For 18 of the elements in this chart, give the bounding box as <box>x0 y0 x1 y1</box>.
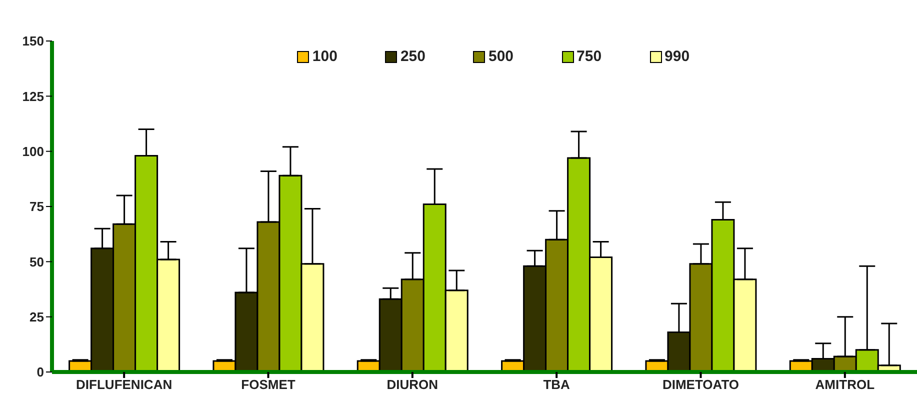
x-tick-label: DIMETOATO <box>662 377 740 392</box>
y-tick-label: 25 <box>30 309 44 324</box>
x-tick-label: TBA <box>543 377 571 392</box>
y-tick-label: 150 <box>22 34 44 49</box>
y-tick-label: 0 <box>36 364 44 380</box>
x-tick-label: FOSMET <box>241 377 296 392</box>
legend-label: 100 <box>312 48 338 65</box>
y-tick-label: 75 <box>30 199 44 214</box>
y-tick-label: 100 <box>22 144 44 159</box>
legend-label: 500 <box>488 48 514 65</box>
y-tick-label: 50 <box>30 254 44 270</box>
legend-label: 990 <box>664 48 690 65</box>
x-tick-label: AMITROL <box>815 377 875 392</box>
x-tick-label: DIURON <box>386 377 438 392</box>
legend-label: 750 <box>576 48 602 65</box>
y-tick-label: 125 <box>22 88 44 104</box>
legend-label: 250 <box>400 48 426 65</box>
x-tick-label: DIFLUFENICAN <box>76 377 172 392</box>
